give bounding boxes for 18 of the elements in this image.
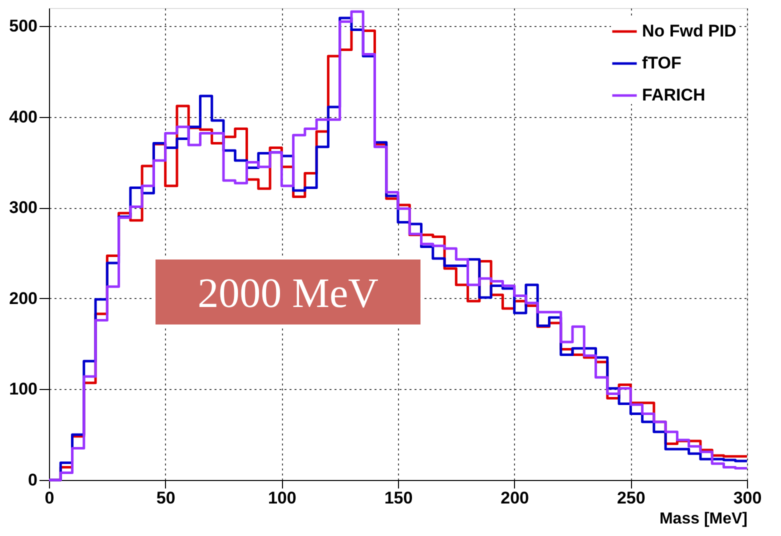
- y-tick-label: 200: [9, 288, 38, 308]
- y-tick-label: 0: [28, 470, 38, 490]
- y-tick-label: 100: [9, 380, 38, 399]
- x-tick-label: 0: [44, 488, 54, 508]
- y-tick-label: 400: [9, 107, 38, 126]
- x-tick-label: 50: [156, 488, 176, 508]
- x-tick-label: 200: [500, 488, 530, 508]
- legend-label: No Fwd PID: [642, 22, 736, 40]
- legend-label: fTOF: [642, 54, 682, 72]
- x-tick-label: 250: [616, 488, 646, 508]
- annotation: 2000 MeV: [198, 271, 378, 317]
- y-tick-label: 500: [9, 16, 38, 36]
- legend-label: FARICH: [642, 86, 706, 104]
- x-tick-label: 150: [384, 488, 413, 508]
- x-tick-label: 300: [733, 488, 762, 508]
- x-axis-title: Mass [MeV]: [659, 510, 748, 528]
- y-tick-label: 300: [9, 198, 38, 218]
- x-tick-label: 100: [268, 488, 296, 508]
